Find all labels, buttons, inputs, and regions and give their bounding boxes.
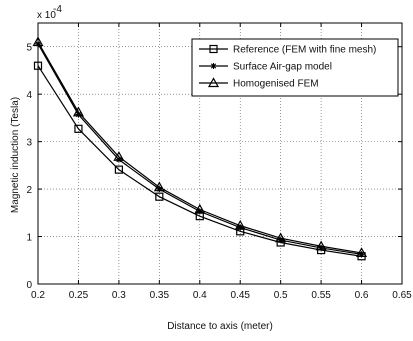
data-point-star (358, 251, 365, 258)
x-tick-label: 0.4 (193, 290, 207, 301)
data-point-square (74, 124, 83, 133)
data-point-triangle (72, 106, 84, 117)
x-tick-label: 0.55 (311, 290, 331, 301)
y-tick-label: 1 (26, 233, 32, 244)
data-point-triangle (194, 203, 206, 214)
data-point-square (155, 192, 164, 201)
x-tick-label: 0.5 (274, 290, 288, 301)
data-point-star (156, 186, 163, 193)
x-tick-label: 0.2 (31, 290, 45, 301)
legend-label: Homogenised FEM (233, 79, 319, 90)
plot-area-frame (37, 22, 403, 285)
x-tick-label: 0.65 (392, 290, 412, 301)
legend-marker-triangle (207, 77, 220, 88)
series-line-0 (37, 65, 362, 257)
legend: Reference (FEM with fine mesh) Surface Ai… (191, 38, 399, 97)
data-point-star (277, 237, 284, 244)
data-point-star (318, 244, 325, 251)
data-point-triangle (113, 151, 125, 161)
data-point-square (114, 165, 123, 174)
x-axis-label: Distance to axis (meter) (167, 321, 273, 332)
legend-label: Reference (FEM with fine mesh) (233, 45, 376, 56)
x-tick-label: 0.35 (150, 290, 170, 301)
x-tick-label: 0.6 (355, 290, 369, 301)
data-point-star (237, 224, 244, 231)
x-tick-label: 0.45 (230, 290, 250, 301)
y-scale-base: x 10 (37, 10, 56, 21)
data-point-star (115, 156, 122, 163)
y-tick-label: 2 (26, 185, 32, 196)
legend-label: Surface Air-gap model (233, 62, 332, 73)
legend-marker-square (209, 44, 218, 54)
x-tick-label: 0.3 (112, 290, 126, 301)
data-point-triangle (356, 247, 368, 258)
data-point-triangle (234, 219, 246, 230)
y-axis-label: Magnetic induction (Tesla) (10, 97, 21, 213)
legend-marker-star (210, 63, 217, 69)
ticks: 0.2 0.25 0.3 0.35 0.4 0.45 0.5 0.55 0.6 0.65 0 1 2 3 4… (26, 23, 412, 301)
y-scale-exponent: -4 (53, 4, 62, 15)
data-point-star (35, 40, 41, 47)
series-group (32, 36, 368, 261)
data-point-star (196, 208, 203, 215)
data-point-star (75, 111, 82, 118)
data-point-triangle (32, 36, 44, 47)
data-point-triangle (275, 232, 287, 243)
data-point-triangle (315, 240, 327, 251)
y-tick-label: 0 (26, 280, 32, 291)
y-tick-label: 5 (26, 43, 32, 54)
series-line-2 (37, 41, 362, 254)
data-point-triangle (153, 181, 165, 192)
x-tick-label: 0.25 (69, 290, 89, 301)
y-tick-label: 4 (26, 90, 32, 101)
y-tick-label: 3 (26, 138, 32, 149)
data-point-square (33, 61, 43, 70)
